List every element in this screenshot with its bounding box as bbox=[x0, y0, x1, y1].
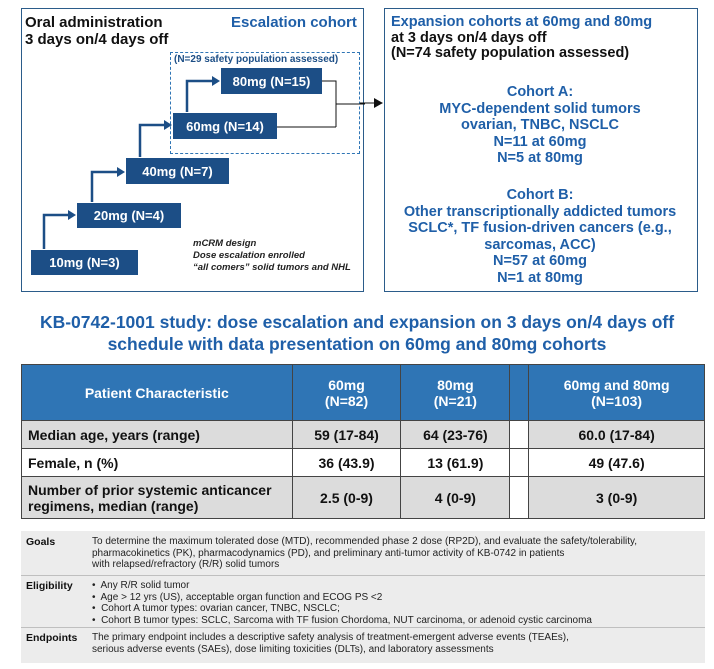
safety-dashed-box bbox=[170, 52, 360, 154]
expansion-panel: Expansion cohorts at 60mg and 80mg at 3 … bbox=[384, 8, 698, 292]
header-60mg-80mg: 60mg and 80mg (N=103) bbox=[528, 364, 705, 421]
goals-text: To determine the maximum tolerated dose … bbox=[92, 536, 638, 570]
arrow-icon bbox=[185, 79, 214, 112]
goals-label: Goals bbox=[26, 536, 56, 548]
study-title: KB-0742-1001 study: dose escalation and … bbox=[0, 311, 714, 355]
cohort-b-line3: sarcomas, ACC) bbox=[484, 236, 596, 253]
cohort-a-line3: N=11 at 60mg bbox=[493, 133, 587, 150]
row-value-60mg: 2.5 (0-9) bbox=[291, 476, 402, 519]
row-label: Female, n (%) bbox=[21, 448, 293, 477]
row-value-combined: 3 (0-9) bbox=[528, 476, 705, 519]
step-arrows bbox=[42, 76, 365, 249]
expansion-title-line3: (N=74 safety population assessed) bbox=[391, 45, 630, 61]
study-title-line1: KB-0742-1001 study: dose escalation and … bbox=[39, 312, 675, 332]
cohort-a-line2: ovarian, TNBC, NSCLC bbox=[461, 117, 619, 133]
study-info-background bbox=[21, 531, 705, 663]
table-row: Number of prior systemic anticancer regi… bbox=[21, 476, 705, 519]
list-item: • Any R/R solid tumor bbox=[92, 580, 190, 591]
escalation-panel: Oral administration 3 days on/4 days off… bbox=[21, 8, 365, 292]
table-row: Female, n (%) 36 (43.9) 13 (61.9) 49 (47… bbox=[21, 448, 705, 477]
cohort-a-line4: N=5 at 80mg bbox=[497, 150, 583, 166]
row-value-60mg: 36 (43.9) bbox=[291, 448, 402, 477]
expansion-title-line1: Expansion cohorts at 60mg and 80mg bbox=[391, 14, 653, 30]
goals-row bbox=[21, 531, 705, 576]
arrow-icon bbox=[138, 123, 166, 157]
escalation-header-line1: Oral administration bbox=[25, 14, 163, 31]
row-label: Number of prior systemic anticancer regi… bbox=[21, 476, 293, 519]
study-title-line2: schedule with data presentation on 60mg … bbox=[107, 334, 607, 354]
arrow-icon bbox=[90, 170, 119, 202]
dose-step-60mg: 60mg (N=14) bbox=[173, 113, 277, 139]
design-note-line2: Dose escalation enrolled bbox=[193, 250, 305, 261]
row-value-combined: 49 (47.6) bbox=[528, 448, 705, 477]
eligibility-label: Eligibility bbox=[26, 580, 73, 592]
cohort-b-line5: N=1 at 80mg bbox=[497, 269, 583, 286]
list-item: • Cohort A tumor types: ovarian cancer, … bbox=[92, 603, 340, 614]
list-item: • Cohort B tumor types: SCLC, Sarcoma wi… bbox=[92, 614, 592, 626]
row-spacer bbox=[509, 448, 530, 477]
eligibility-row bbox=[21, 576, 705, 628]
design-note-line1: mCRM design bbox=[193, 238, 257, 249]
table-row: Median age, years (range) 59 (17-84) 64 … bbox=[21, 420, 705, 449]
endpoints-text: The primary endpoint includes a descript… bbox=[92, 632, 569, 655]
cohort-b-line2: SCLC*, TF fusion-driven cancers (e.g., bbox=[408, 220, 672, 236]
cohort-b-title: Cohort B: bbox=[506, 187, 574, 203]
connector-arrow-icon bbox=[360, 98, 383, 108]
row-value-80mg: 64 (23-76) bbox=[400, 420, 511, 449]
dose-step-10mg: 10mg (N=3) bbox=[31, 250, 138, 275]
cohort-b-block: Cohort B: Other transcriptionally addict… bbox=[385, 187, 695, 286]
expansion-title-line2: at 3 days on/4 days off bbox=[391, 30, 547, 46]
eligibility-list: • Any R/R solid tumor • Age > 12 yrs (US… bbox=[92, 580, 702, 626]
cohort-a-block: Cohort A: MYC-dependent solid tumors ova… bbox=[385, 84, 695, 167]
safety-population-note: (N=29 safety population assessed) bbox=[174, 54, 339, 65]
design-note-line3: “all comers” solid tumors and NHL bbox=[193, 262, 351, 273]
row-label: Median age, years (range) bbox=[21, 420, 293, 449]
row-spacer bbox=[509, 476, 530, 519]
row-value-60mg: 59 (17-84) bbox=[291, 420, 402, 449]
escalation-cohort-title: Escalation cohort bbox=[231, 14, 357, 31]
dose-step-20mg: 20mg (N=4) bbox=[77, 203, 181, 228]
cohort-a-line1: MYC-dependent solid tumors bbox=[439, 100, 641, 117]
escalation-header-line2: 3 days on/4 days off bbox=[25, 31, 169, 48]
list-item: • Age > 12 yrs (US), acceptable organ fu… bbox=[92, 591, 383, 603]
endpoints-label: Endpoints bbox=[26, 632, 78, 644]
header-60mg: 60mg (N=82) bbox=[291, 364, 402, 421]
arrow-icon bbox=[42, 213, 70, 249]
dose-step-80mg: 80mg (N=15) bbox=[221, 68, 322, 94]
cohort-b-line1: Other transcriptionally addicted tumors bbox=[403, 203, 677, 220]
cohort-b-line4: N=57 at 60mg bbox=[493, 253, 587, 269]
table-header-row: Patient Characteristic 60mg (N=82) 80mg … bbox=[21, 364, 705, 421]
cohort-a-title: Cohort A: bbox=[506, 84, 574, 100]
row-value-80mg: 4 (0-9) bbox=[400, 476, 511, 519]
header-spacer bbox=[509, 364, 530, 421]
row-value-80mg: 13 (61.9) bbox=[400, 448, 511, 477]
header-patient-characteristic: Patient Characteristic bbox=[21, 364, 293, 421]
dose-step-40mg: 40mg (N=7) bbox=[126, 158, 229, 184]
header-80mg: 80mg (N=21) bbox=[400, 364, 511, 421]
patient-characteristics-table: Patient Characteristic 60mg (N=82) 80mg … bbox=[21, 364, 705, 519]
row-spacer bbox=[509, 420, 530, 449]
row-value-combined: 60.0 (17-84) bbox=[528, 420, 705, 449]
